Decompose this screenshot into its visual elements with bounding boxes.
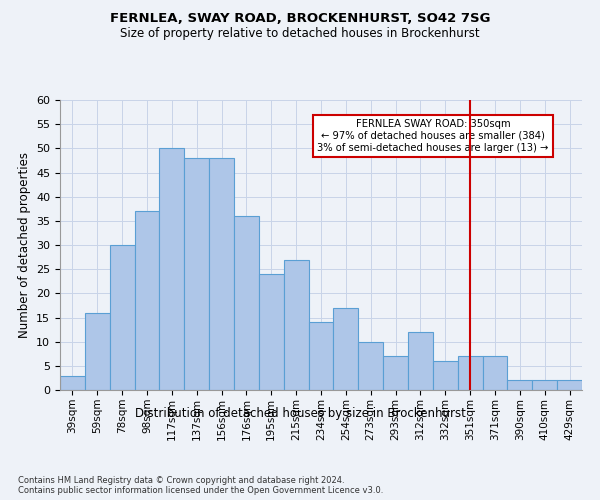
Bar [383,356,408,390]
Bar [184,158,209,390]
Bar [358,342,383,390]
Bar [259,274,284,390]
Bar [134,211,160,390]
Bar [482,356,508,390]
Text: Contains HM Land Registry data © Crown copyright and database right 2024.
Contai: Contains HM Land Registry data © Crown c… [18,476,383,495]
Bar [60,376,85,390]
Bar [308,322,334,390]
Bar [508,380,532,390]
Bar [408,332,433,390]
Text: Size of property relative to detached houses in Brockenhurst: Size of property relative to detached ho… [120,28,480,40]
Bar [532,380,557,390]
Bar [160,148,184,390]
Bar [234,216,259,390]
Bar [110,245,134,390]
Bar [85,312,110,390]
Text: FERNLEA SWAY ROAD: 350sqm
← 97% of detached houses are smaller (384)
3% of semi-: FERNLEA SWAY ROAD: 350sqm ← 97% of detac… [317,120,548,152]
Text: Distribution of detached houses by size in Brockenhurst: Distribution of detached houses by size … [134,408,466,420]
Y-axis label: Number of detached properties: Number of detached properties [17,152,31,338]
Bar [458,356,482,390]
Bar [209,158,234,390]
Bar [284,260,308,390]
Bar [557,380,582,390]
Bar [433,361,458,390]
Text: FERNLEA, SWAY ROAD, BROCKENHURST, SO42 7SG: FERNLEA, SWAY ROAD, BROCKENHURST, SO42 7… [110,12,490,26]
Bar [334,308,358,390]
